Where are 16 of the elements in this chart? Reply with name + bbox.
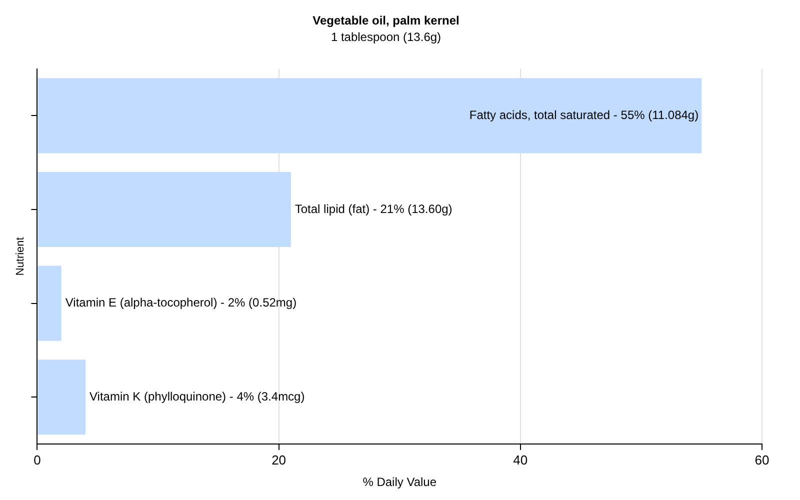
y-axis-title: Nutrient bbox=[14, 237, 27, 276]
x-tick-label: 20 bbox=[272, 452, 286, 468]
category-label: Total lipid (fat) - 21% (13.60g) bbox=[294, 202, 452, 216]
chart-title: Vegetable oil, palm kernel bbox=[312, 14, 460, 28]
x-axis-title: % Daily Value bbox=[362, 475, 437, 490]
x-tick-label: 0 bbox=[34, 452, 41, 468]
bar bbox=[38, 360, 86, 435]
x-tick-label: 60 bbox=[754, 452, 770, 468]
category-label: Vitamin K (phylloquinone) - 4% (3.4mcg) bbox=[90, 389, 305, 404]
category-label: Vitamin E (alpha-tocopherol) - 2% (0.52mg) bbox=[65, 296, 297, 310]
bar bbox=[38, 172, 291, 248]
bar bbox=[38, 266, 62, 341]
x-tick-label: 40 bbox=[513, 452, 528, 468]
chart-subtitle: 1 tablespoon (13.6g) bbox=[330, 30, 442, 44]
bar bbox=[38, 78, 702, 154]
category-label: Fatty acids, total saturated - 55% (11.084g) bbox=[469, 108, 699, 122]
